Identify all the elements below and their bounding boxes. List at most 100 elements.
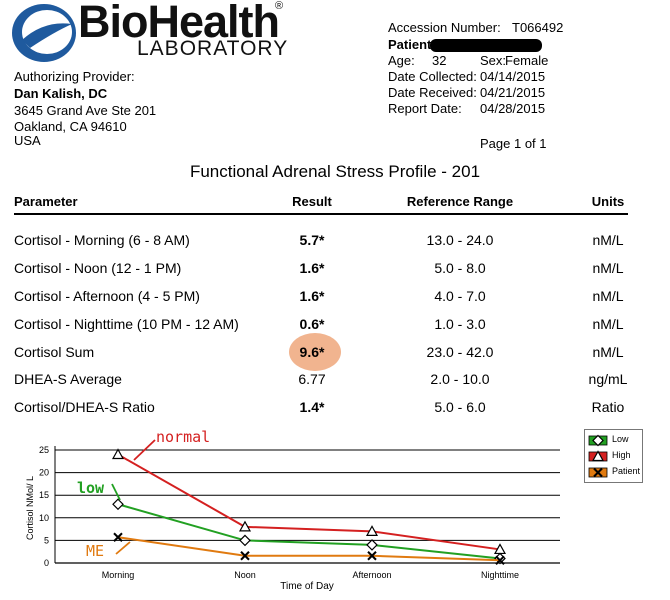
row-parameter: DHEA-S Average (14, 371, 122, 387)
row-units: nM/L (592, 344, 624, 360)
row-units: nM/L (592, 232, 624, 248)
report-date-value: 04/28/2015 (480, 101, 546, 116)
date-collected-label: Date Collected: (388, 69, 477, 84)
row-units: nM/L (592, 260, 624, 276)
date-collected-value: 04/14/2015 (480, 69, 546, 84)
data-point-low (239, 534, 251, 547)
y-tick-label: 10 (39, 513, 49, 523)
annotation-normal: normal (156, 428, 210, 446)
report-title: Functional Adrenal Stress Profile - 201 (189, 162, 481, 181)
y-axis-label: Cortisol NMol/ L (25, 476, 35, 540)
data-point-patient (367, 551, 377, 561)
x-axis-label: Time of Day (280, 581, 334, 592)
data-point-high (238, 520, 252, 532)
date-received-value: 04/21/2015 (480, 85, 546, 100)
legend-graphics (588, 434, 608, 478)
annotation-normal-pointer (133, 439, 156, 461)
legend-marker-high (591, 450, 605, 462)
chart-axes: 0 5 10 15 20 25 Morning Noon Afternoon Nighttime (39, 445, 519, 580)
accession-label: Accession Number: (388, 20, 501, 35)
brand-subtitle: LABORATORY (137, 37, 289, 60)
y-tick-label: 20 (39, 468, 49, 478)
result-highlight (289, 333, 341, 371)
data-point-high (365, 525, 379, 536)
row-result: 6.77 (298, 371, 326, 387)
chart-annotations: normal low ME (77, 428, 210, 560)
header-parameter: Parameter (14, 194, 78, 209)
row-range: 5.0 - 6.0 (434, 399, 486, 415)
data-point-low (494, 552, 506, 565)
row-parameter: Cortisol Sum (14, 344, 95, 360)
provider-label: Authorizing Provider: (14, 69, 135, 84)
row-result: 1.6* (299, 288, 325, 304)
patient-name-redacted (430, 39, 542, 52)
sex-value: Female (505, 53, 549, 68)
date-received-label: Date Received: (388, 85, 477, 100)
row-range: 23.0 - 42.0 (426, 344, 494, 360)
row-range: 1.0 - 3.0 (434, 316, 486, 332)
provider-country: USA (14, 133, 41, 148)
data-point-high (111, 448, 125, 460)
row-parameter: Cortisol - Afternoon (4 - 5 PM) (14, 288, 200, 304)
header-units: Units (591, 194, 625, 209)
data-point-patient (495, 555, 505, 565)
age-label: Age: (388, 53, 415, 68)
row-units: ng/mL (588, 371, 628, 387)
row-parameter: Cortisol/DHEA-S Ratio (14, 399, 155, 415)
data-point-low (112, 498, 124, 511)
row-parameter: Cortisol - Noon (12 - 1 PM) (14, 260, 182, 276)
legend-marker-low (592, 434, 604, 447)
y-tick-label: 25 (39, 445, 49, 455)
row-units: nM/L (592, 288, 624, 304)
accession-value: T066492 (512, 20, 564, 35)
row-range: 4.0 - 7.0 (434, 288, 486, 304)
annotation-low: low (77, 479, 105, 497)
y-tick-label: 0 (44, 558, 49, 568)
annotation-me: ME (86, 542, 104, 560)
x-tick-label: Noon (234, 570, 256, 580)
row-range: 5.0 - 8.0 (434, 260, 486, 276)
row-result: 5.7* (299, 232, 325, 248)
header-result: Result (292, 194, 332, 209)
x-tick-label: Nighttime (481, 570, 519, 580)
provider-address-line1: 3645 Grand Ave Ste 201 (14, 103, 157, 118)
row-units: nM/L (592, 316, 624, 332)
series-line-low (117, 503, 501, 560)
y-tick-label: 5 (44, 535, 49, 545)
row-result: 9.6* (299, 344, 325, 360)
legend-label-high: High (612, 450, 631, 460)
series-line-high (117, 453, 501, 551)
biohealth-logo (12, 4, 76, 62)
provider-address-line2: Oakland, CA 94610 (14, 119, 127, 134)
sex-label: Sex: (480, 53, 507, 68)
annotation-me-pointer (115, 541, 131, 555)
row-range: 2.0 - 10.0 (430, 371, 490, 387)
report-date-label: Report Date: (388, 101, 462, 116)
provider-name: Dan Kalish, DC (14, 86, 108, 101)
row-result: 1.4* (299, 399, 325, 415)
x-tick-label: Morning (102, 570, 135, 580)
header-divider (14, 213, 628, 215)
row-units: Ratio (591, 399, 625, 415)
series-line-patient (117, 536, 501, 562)
age-value: 32 (432, 53, 447, 68)
page-indicator: Page 1 of 1 (480, 136, 547, 151)
row-parameter: Cortisol - Morning (6 - 8 AM) (14, 232, 190, 248)
patient-label: Patient: (388, 37, 436, 52)
registered-mark: ® (275, 0, 284, 12)
row-result: 0.6* (299, 316, 325, 332)
chart-grid (55, 449, 560, 564)
row-range: 13.0 - 24.0 (426, 232, 494, 248)
brand-name: BioHealth (78, 0, 280, 47)
chart-series (111, 448, 507, 565)
legend-marker-patient (593, 467, 603, 478)
data-point-patient (240, 551, 250, 561)
legend-label-low: Low (612, 434, 629, 444)
row-parameter: Cortisol - Nighttime (10 PM - 12 AM) (14, 316, 239, 332)
y-tick-label: 15 (39, 490, 49, 500)
x-tick-label: Afternoon (352, 570, 391, 580)
data-point-patient (113, 532, 123, 542)
annotation-low-pointer (111, 483, 121, 501)
data-point-low (366, 539, 378, 551)
legend-label-patient: Patient (612, 466, 641, 476)
